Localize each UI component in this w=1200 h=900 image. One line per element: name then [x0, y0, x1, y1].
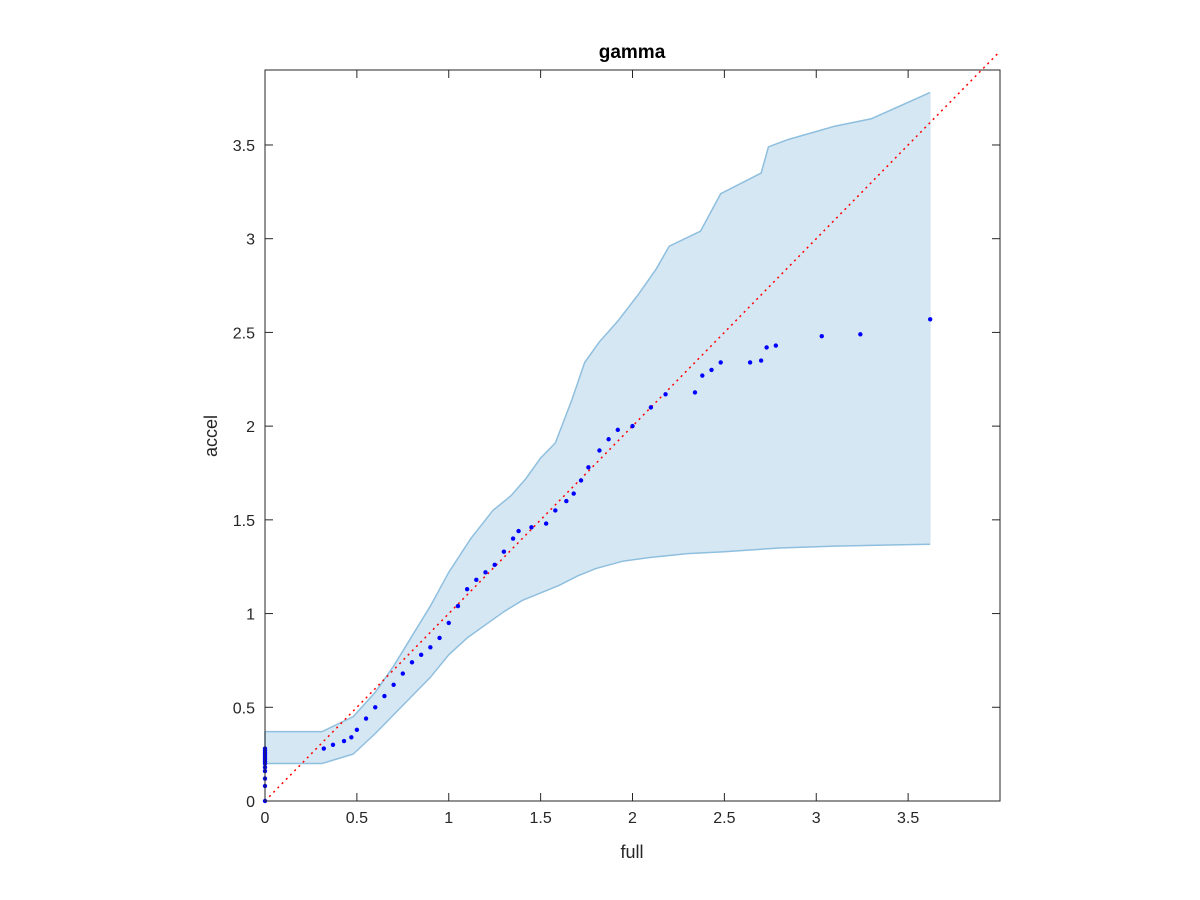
x-tick-label: 0 [261, 810, 270, 827]
data-point [586, 465, 591, 470]
data-point [819, 333, 824, 339]
x-axis-ticks: 0 0.5 1 1.5 2 2.5 3 3.5 [261, 70, 919, 827]
data-point [400, 671, 406, 676]
reference-line [264, 50, 1001, 802]
data-point [564, 498, 569, 504]
x-tick-label: 3 [812, 810, 821, 827]
x-tick-label: 1.5 [530, 810, 552, 827]
data-point [571, 491, 576, 496]
y-tick-label: 0 [246, 794, 255, 811]
x-tick-label: 3.5 [897, 810, 919, 827]
data-point [382, 693, 387, 699]
data-point [764, 345, 769, 350]
data-point [758, 358, 764, 363]
data-point [428, 645, 433, 650]
y-axis-ticks: 0 0.5 1 1.5 2 2.5 3 3.5 [233, 138, 1000, 811]
y-tick-label: 3.5 [233, 138, 255, 155]
data-point [349, 735, 354, 740]
data-point [437, 635, 442, 641]
y-tick-label: 1.5 [233, 513, 255, 530]
data-point [409, 660, 415, 665]
data-point [501, 549, 507, 554]
data-point [455, 603, 461, 609]
data-point [464, 586, 470, 592]
x-tick-label: 2 [628, 810, 637, 827]
data-point [543, 521, 549, 526]
data-point [606, 437, 611, 442]
data-point [630, 423, 635, 429]
data-point [516, 528, 521, 534]
x-tick-label: 0.5 [346, 810, 368, 827]
data-point [363, 716, 369, 721]
data-point [927, 317, 933, 322]
data-point [446, 620, 451, 626]
y-tick-label: 2.5 [233, 325, 255, 342]
confidence-band-fill [265, 92, 931, 764]
data-point [510, 536, 516, 541]
data-point [692, 390, 698, 395]
y-tick-label: 1 [246, 607, 255, 624]
data-point [354, 727, 360, 732]
data-point [492, 562, 497, 568]
data-point [391, 682, 396, 687]
data-point [529, 525, 534, 530]
reference-line-layer [264, 50, 1001, 802]
data-point [341, 738, 347, 744]
data-point [553, 508, 558, 513]
data-point [474, 577, 479, 583]
y-tick-label: 2 [246, 419, 255, 436]
data-point [747, 360, 753, 365]
data-point [858, 332, 863, 337]
data-point [709, 367, 714, 373]
y-axis-label: accel [201, 415, 221, 457]
data-point [418, 652, 424, 657]
chart-title: gamma [599, 42, 666, 63]
data-point [483, 570, 488, 575]
data-point [578, 478, 584, 483]
data-point [663, 392, 668, 397]
x-tick-label: 1 [444, 810, 453, 827]
x-axis-label: full [620, 842, 643, 862]
data-point [718, 360, 723, 365]
data-point [700, 373, 705, 378]
y-tick-label: 0.5 [233, 700, 255, 717]
data-point [321, 746, 326, 751]
data-point [615, 427, 620, 433]
data-point [373, 705, 378, 710]
y-tick-label: 3 [246, 232, 255, 249]
x-tick-label: 2.5 [713, 810, 735, 827]
data-point [330, 742, 336, 747]
confidence-band-upper [265, 91, 931, 733]
confidence-band-lower [265, 543, 931, 765]
data-point [773, 343, 779, 348]
data-point [648, 405, 654, 410]
data-point [597, 448, 602, 453]
